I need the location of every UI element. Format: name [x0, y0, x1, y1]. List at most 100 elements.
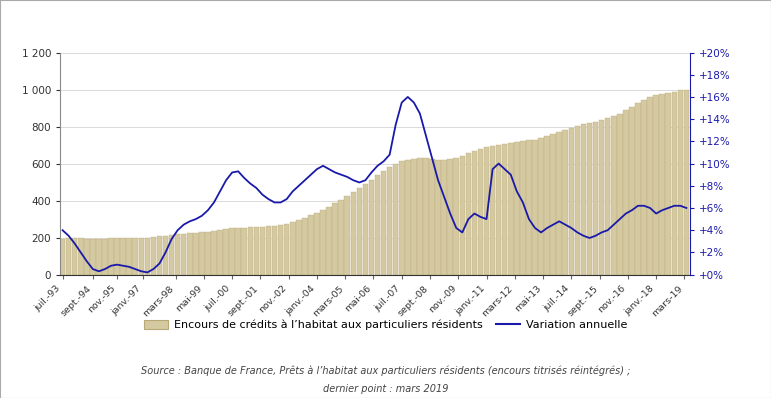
Bar: [453, 158, 459, 275]
Bar: [345, 196, 350, 275]
Bar: [278, 224, 284, 275]
Bar: [163, 236, 168, 275]
Text: Source : Banque de France, Prêts à l’habitat aux particuliers résidents (encours: Source : Banque de France, Prêts à l’hab…: [141, 366, 630, 376]
Bar: [641, 100, 647, 275]
Bar: [532, 140, 538, 275]
Bar: [169, 235, 174, 275]
Bar: [181, 234, 187, 275]
Bar: [308, 215, 314, 275]
Bar: [587, 123, 592, 275]
Bar: [429, 159, 435, 275]
Bar: [314, 213, 320, 275]
Bar: [581, 124, 586, 275]
Bar: [460, 156, 465, 275]
Bar: [205, 232, 210, 275]
Bar: [441, 160, 447, 275]
Bar: [574, 126, 580, 275]
Bar: [266, 226, 271, 275]
Bar: [271, 226, 278, 275]
Bar: [538, 138, 544, 275]
Bar: [78, 238, 83, 275]
Bar: [60, 238, 66, 275]
Bar: [678, 90, 683, 275]
Bar: [648, 98, 653, 275]
Bar: [120, 238, 126, 275]
Bar: [217, 230, 223, 275]
Bar: [423, 158, 429, 275]
Bar: [490, 146, 496, 275]
Bar: [563, 130, 568, 275]
Bar: [684, 90, 689, 275]
Bar: [247, 227, 253, 275]
Bar: [254, 227, 259, 275]
Bar: [623, 110, 628, 275]
Bar: [617, 113, 622, 275]
Bar: [369, 179, 374, 275]
Bar: [393, 164, 399, 275]
Bar: [405, 160, 411, 275]
Bar: [520, 141, 526, 275]
Bar: [436, 160, 441, 275]
Bar: [508, 143, 513, 275]
Bar: [514, 142, 520, 275]
Bar: [126, 238, 132, 275]
Bar: [296, 220, 301, 275]
Bar: [472, 151, 477, 275]
Bar: [103, 238, 108, 275]
Bar: [199, 232, 204, 275]
Bar: [150, 237, 157, 275]
Bar: [665, 93, 671, 275]
Bar: [478, 149, 483, 275]
Bar: [672, 92, 677, 275]
Bar: [224, 229, 229, 275]
Bar: [496, 144, 501, 275]
Bar: [502, 144, 507, 275]
Bar: [338, 200, 344, 275]
Bar: [381, 171, 386, 275]
Bar: [187, 233, 193, 275]
Bar: [302, 218, 308, 275]
Bar: [320, 210, 326, 275]
Bar: [284, 224, 289, 275]
Bar: [526, 140, 532, 275]
Bar: [447, 159, 453, 275]
Bar: [84, 239, 89, 275]
Bar: [417, 158, 423, 275]
Bar: [411, 159, 416, 275]
Bar: [157, 236, 162, 275]
Bar: [659, 94, 665, 275]
Bar: [593, 121, 598, 275]
Bar: [175, 234, 180, 275]
Bar: [193, 233, 199, 275]
Bar: [611, 116, 617, 275]
Bar: [72, 238, 77, 275]
Bar: [290, 222, 295, 275]
Text: dernier point : mars 2019: dernier point : mars 2019: [323, 384, 448, 394]
Bar: [229, 228, 235, 275]
Bar: [399, 161, 405, 275]
Bar: [241, 228, 247, 275]
Bar: [356, 188, 362, 275]
Bar: [550, 134, 556, 275]
Bar: [351, 192, 356, 275]
Bar: [466, 153, 471, 275]
Bar: [235, 228, 241, 275]
Text: Graphique 6: Graphique 6: [10, 16, 83, 29]
Bar: [599, 120, 604, 275]
Bar: [326, 207, 332, 275]
Bar: [635, 103, 641, 275]
Bar: [375, 175, 380, 275]
Bar: [108, 238, 114, 275]
Bar: [145, 238, 150, 275]
Bar: [362, 184, 369, 275]
Bar: [139, 238, 144, 275]
Bar: [90, 239, 96, 275]
Bar: [66, 238, 72, 275]
Bar: [629, 107, 635, 275]
Bar: [387, 167, 392, 275]
Bar: [211, 231, 217, 275]
Text: Encours de crédits à l’habitat aux particuliers (en milliards d’euros): Encours de crédits à l’habitat aux parti…: [89, 16, 565, 29]
Bar: [96, 239, 102, 275]
Bar: [114, 238, 120, 275]
Bar: [332, 203, 338, 275]
